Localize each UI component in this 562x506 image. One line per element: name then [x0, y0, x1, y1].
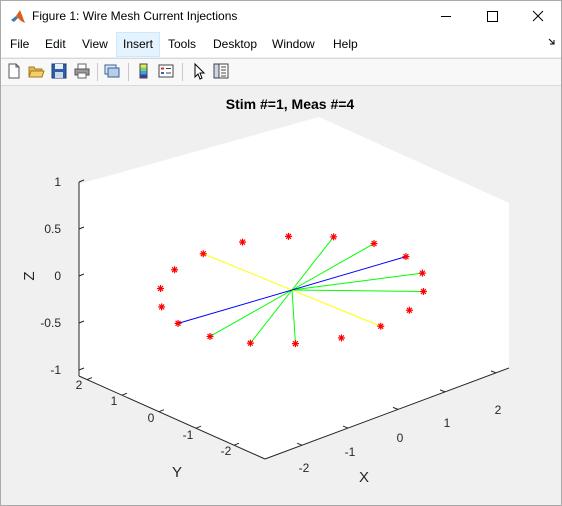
connection-line — [291, 236, 335, 291]
window-title: Figure 1: Wire Mesh Current Injections — [32, 9, 238, 23]
toolbar-separator — [182, 63, 183, 81]
electrode-markers — [157, 232, 427, 348]
electrode-marker — [330, 233, 338, 241]
connection-line — [249, 289, 293, 344]
pointer-icon[interactable] — [190, 62, 208, 80]
title-bar[interactable]: Figure 1: Wire Mesh Current Injections — [1, 1, 561, 32]
toolbar-separator — [128, 63, 129, 81]
z-tick — [78, 273, 85, 277]
matlab-icon — [11, 10, 25, 23]
close-button[interactable] — [515, 1, 561, 32]
z-tick — [78, 320, 85, 324]
y-tick-label: -2 — [221, 444, 232, 458]
electrode-marker — [419, 287, 427, 295]
maximize-button[interactable] — [469, 1, 515, 32]
electrode-marker — [206, 332, 214, 340]
x-tick-label: -1 — [345, 445, 356, 459]
connection-line — [291, 243, 375, 291]
toolbar-separator — [97, 63, 98, 81]
electrode-marker — [158, 303, 166, 311]
y-tick — [121, 392, 128, 396]
x-axis-label: X — [359, 469, 369, 486]
z-tick-label: -0.5 — [40, 316, 61, 330]
open-icon[interactable] — [27, 62, 45, 80]
menu-insert[interactable]: Insert — [116, 32, 161, 57]
y-axis-label: Y — [172, 464, 182, 481]
z-tick-label: 0.5 — [44, 222, 61, 236]
menu-view[interactable]: View — [82, 37, 108, 51]
z-tick-label: 1 — [54, 175, 61, 189]
legend-icon[interactable] — [157, 62, 175, 80]
x-tick — [490, 370, 497, 374]
electrode-marker — [171, 266, 179, 274]
axis-lines — [78, 179, 510, 460]
connection-line — [291, 289, 296, 344]
electrode-marker — [418, 269, 426, 277]
menu-tools[interactable]: Tools — [168, 37, 197, 51]
z-tick-label: -1 — [50, 363, 61, 377]
y-tick — [195, 425, 202, 429]
y-tick-label: 1 — [111, 394, 118, 408]
plot-title: Stim #=1, Meas #=4 — [226, 96, 355, 112]
y-tick — [86, 377, 93, 381]
dock-arrow-icon[interactable] — [547, 37, 557, 47]
toolbar — [1, 58, 561, 86]
y-tick — [158, 409, 165, 413]
menu-window[interactable]: Window — [272, 37, 315, 51]
connection-line — [291, 272, 423, 291]
new-figure-icon[interactable] — [5, 62, 23, 80]
x-tick-label: -2 — [299, 461, 310, 475]
x-tick — [392, 406, 399, 410]
electrode-marker — [370, 240, 378, 248]
colorbar-icon[interactable] — [135, 62, 153, 80]
connection-lines — [177, 236, 424, 344]
menu-desktop[interactable]: Desktop — [213, 37, 258, 51]
electrode-marker — [337, 334, 345, 342]
electrode-marker — [246, 339, 254, 347]
electrode-marker — [239, 238, 247, 246]
link-icon[interactable] — [103, 62, 121, 80]
property-inspector-icon[interactable] — [212, 62, 230, 80]
electrode-marker — [174, 319, 182, 327]
menu-help[interactable]: Help — [333, 37, 358, 51]
x-tick — [439, 389, 446, 393]
menu-file[interactable]: File — [10, 37, 30, 51]
electrode-marker — [291, 340, 299, 348]
x-tick — [342, 425, 349, 429]
print-icon[interactable] — [73, 62, 91, 80]
y-tick — [233, 442, 240, 446]
connection-line — [291, 289, 424, 292]
y-tick-label: 0 — [148, 411, 155, 425]
electrode-marker — [377, 322, 385, 330]
minimize-button[interactable] — [423, 1, 469, 32]
stimulation-line — [177, 256, 407, 324]
electrode-marker — [285, 232, 293, 240]
electrode-marker — [157, 285, 165, 293]
x-tick-label: 2 — [495, 403, 502, 417]
z-tick — [78, 179, 85, 183]
y-tick-label: 2 — [76, 378, 83, 392]
x-tick-label: 0 — [397, 431, 404, 445]
x-tick — [296, 442, 303, 446]
menu-bar: File Edit View Insert Tools Desktop Wind… — [1, 32, 561, 57]
axis-labels: Z Y X 1 0.5 0 -0.5 -1 2 1 0 -1 -2 -2 -1 0 1 2 — [21, 175, 502, 486]
z-tick — [78, 226, 85, 230]
z-axis-label: Z — [21, 271, 38, 280]
axes-3d[interactable]: Stim #=1, Meas #=4 Z Y X 1 0.5 0 -0.5 -1 2 1 0 -… — [1, 86, 561, 505]
menu-edit[interactable]: Edit — [45, 37, 66, 51]
electrode-marker — [405, 306, 413, 314]
save-icon[interactable] — [50, 62, 68, 80]
x-tick-label: 1 — [444, 416, 451, 430]
x-axis-line — [264, 367, 510, 460]
y-tick-label: -1 — [183, 428, 194, 442]
electrode-marker — [199, 250, 207, 258]
figure-canvas[interactable]: Stim #=1, Meas #=4 Z Y X 1 0.5 0 -0.5 -1 2 1 0 -… — [1, 86, 561, 505]
z-tick-label: 0 — [54, 269, 61, 283]
connection-line — [209, 289, 293, 337]
electrode-marker — [402, 253, 410, 261]
z-tick — [78, 367, 85, 371]
